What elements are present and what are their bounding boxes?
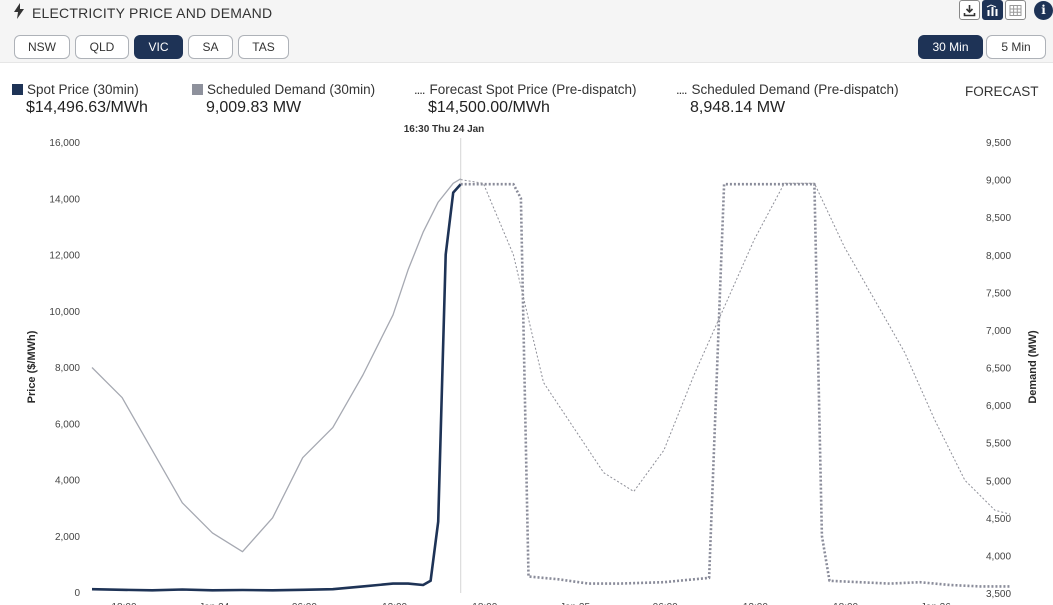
y-left-tick-label: 16,000 [49, 138, 80, 149]
y-left-tick-label: 4,000 [55, 476, 80, 487]
y-right-tick-label: 7,500 [986, 288, 1011, 299]
y-right-tick-label: 7,000 [986, 326, 1011, 337]
y-left-tick-label: 14,000 [49, 194, 80, 205]
forecast-label: FORECAST [965, 84, 1039, 99]
y-left-tick-label: 0 [74, 588, 80, 599]
hover-timestamp-label: 16:30 Thu 24 Jan [404, 124, 485, 135]
tab-vic[interactable]: VIC [134, 35, 183, 59]
legend-label: Spot Price (30min) [27, 82, 139, 97]
legend-value: $14,496.63/MWh [26, 99, 148, 116]
legend-label: Scheduled Demand (30min) [207, 82, 376, 97]
y-right-tick-label: 5,000 [986, 476, 1011, 487]
y-right-tick-label: 6,000 [986, 401, 1011, 412]
forecast-demand-line[interactable] [460, 179, 1011, 515]
x-tick-label: Jan 25 [560, 602, 590, 605]
legend-value: 9,009.83 MW [206, 99, 302, 116]
legend-value: $14,500.00/MWh [428, 99, 550, 116]
x-tick-label: 12:00 [743, 602, 768, 605]
spot-price-line[interactable] [91, 183, 462, 592]
y-right-tick-label: 4,500 [986, 514, 1011, 525]
x-tick-label: 06:00 [292, 602, 317, 605]
y-left-tick-label: 6,000 [55, 419, 80, 430]
dotted-line-icon: .... [676, 82, 687, 97]
y-right-tick-label: 8,000 [986, 251, 1011, 262]
region-tabs: NSW QLD VIC SA TAS [14, 35, 294, 59]
tab-qld[interactable]: QLD [75, 35, 129, 59]
x-tick-label: 18:00 [833, 602, 858, 605]
y-right-tick-label: 6,500 [986, 364, 1011, 375]
legend-forecast-demand[interactable]: .... Scheduled Demand (Pre-dispatch) 8,94… [676, 82, 899, 117]
x-tick-label: 12:00 [382, 602, 407, 605]
table-view-icon[interactable] [1005, 0, 1026, 20]
legend-value: 8,948.14 MW [690, 99, 786, 116]
tab-30-min[interactable]: 30 Min [918, 35, 983, 59]
plot-area: 0 2,000 4,000 6,000 8,000 10,000 12,000 14,000 1… [26, 124, 1039, 605]
legend-forecast-spot-price[interactable]: .... Forecast Spot Price (Pre-dispatch) $… [414, 82, 637, 117]
toolbar: i [959, 0, 1053, 20]
x-tick-label: Jan 24 [199, 602, 229, 605]
chart-view-icon[interactable] [982, 0, 1003, 20]
y-right-tick-label: 9,000 [986, 176, 1011, 187]
legend-scheduled-demand[interactable]: Scheduled Demand (30min) 9,009.83 MW [192, 82, 375, 117]
y-right-tick-label: 9,500 [986, 138, 1011, 149]
tab-nsw[interactable]: NSW [14, 35, 70, 59]
download-icon[interactable] [959, 0, 980, 20]
top-bar: ELECTRICITY PRICE AND DEMAND i NSW QLD V… [0, 0, 1053, 63]
forecast-spot-price-line[interactable] [460, 182, 1011, 588]
legend-spot-price[interactable]: Spot Price (30min) $14,496.63/MWh [12, 82, 148, 117]
panel-title: ELECTRICITY PRICE AND DEMAND [14, 3, 272, 23]
x-tick-label: Jan 26 [921, 602, 951, 605]
y-right-tick-label: 5,500 [986, 439, 1011, 450]
legend-label: Scheduled Demand (Pre-dispatch) [691, 82, 899, 97]
y-right-tick-label: 4,000 [986, 551, 1011, 562]
x-tick-label: 06:00 [653, 602, 678, 605]
y-right-tick-label: 8,500 [986, 213, 1011, 224]
dotted-line-icon: .... [414, 82, 425, 97]
y-left-tick-label: 8,000 [55, 363, 80, 374]
info-icon[interactable]: i [1034, 0, 1053, 20]
legend-swatch-icon [12, 84, 23, 95]
legend-label: Forecast Spot Price (Pre-dispatch) [429, 82, 637, 97]
scheduled-demand-line[interactable] [91, 178, 462, 553]
tab-5-min[interactable]: 5 Min [986, 35, 1046, 59]
tab-sa[interactable]: SA [188, 35, 233, 59]
x-tick-label: 18:00 [472, 602, 497, 605]
y-left-tick-label: 10,000 [49, 307, 80, 318]
y-right-axis-title: Demand (MW) [1027, 330, 1039, 404]
x-tick-label: 18:00 [111, 602, 136, 605]
chart-title: ELECTRICITY PRICE AND DEMAND [32, 5, 273, 21]
resolution-tabs: 30 Min 5 Min [918, 35, 1049, 59]
y-left-tick-label: 2,000 [55, 532, 80, 543]
lightning-icon [14, 3, 24, 23]
legend-swatch-icon [192, 84, 203, 95]
tab-tas[interactable]: TAS [238, 35, 289, 59]
y-left-axis-title: Price ($/MWh) [26, 330, 38, 403]
y-left-tick-label: 12,000 [49, 251, 80, 262]
y-right-tick-label: 3,500 [986, 589, 1011, 600]
